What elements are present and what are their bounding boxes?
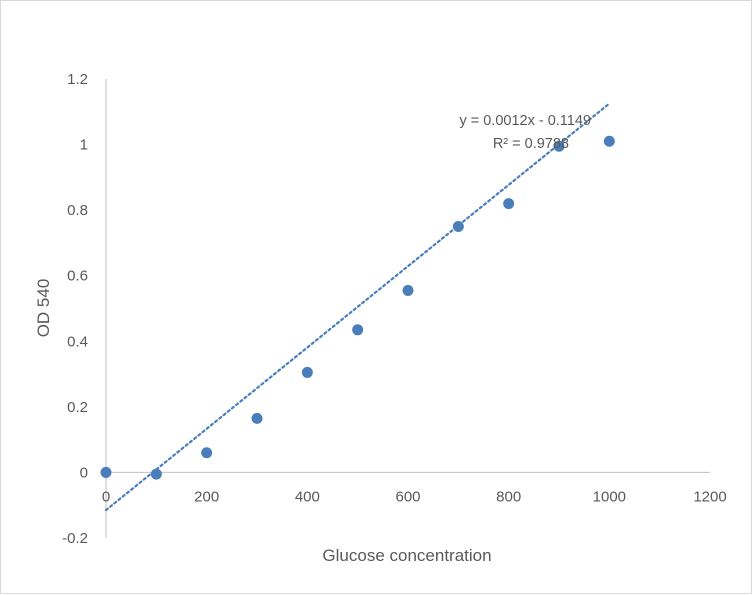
x-tick-label: 800: [496, 488, 521, 505]
x-tick-labels: 0 200 400 600 800 1000 1200: [102, 488, 727, 505]
x-tick-label: 1000: [593, 488, 626, 505]
data-point: [402, 284, 414, 296]
data-point: [553, 140, 565, 152]
data-point: [452, 221, 464, 233]
y-tick-label: 0.4: [67, 333, 88, 350]
y-tick-label: 0.8: [67, 202, 88, 219]
y-axis-title: OD 540: [34, 279, 53, 338]
y-tick-label: 0.6: [67, 268, 88, 285]
y-tick-label: -0.2: [62, 530, 88, 547]
x-tick-label: 0: [102, 488, 110, 505]
trendline-equation: y = 0.0012x - 0.1149: [459, 113, 591, 129]
y-tick-label: 1: [80, 137, 88, 154]
x-tick-label: 400: [295, 488, 320, 505]
data-point: [301, 366, 313, 378]
trendline-r-squared: R² = 0.9788: [493, 136, 569, 152]
x-tick-label: 1200: [693, 488, 726, 505]
data-point: [201, 447, 213, 459]
data-point: [352, 324, 364, 336]
data-point: [503, 198, 515, 210]
data-point: [100, 466, 112, 478]
y-tick-label: 1.2: [67, 71, 88, 88]
data-points: [100, 135, 615, 480]
x-tick-label: 600: [395, 488, 420, 505]
y-tick-labels: -0.2 0 0.2 0.4 0.6 0.8 1 1.2: [62, 71, 88, 547]
y-tick-label: 0: [80, 464, 88, 481]
data-point: [603, 135, 615, 147]
data-point: [251, 412, 263, 424]
x-axis-title: Glucose concentration: [322, 546, 491, 565]
data-point: [150, 468, 162, 480]
axes-group: [105, 79, 710, 538]
trendline: [104, 102, 611, 512]
y-tick-label: 0.2: [67, 399, 88, 416]
x-tick-label: 200: [194, 488, 219, 505]
